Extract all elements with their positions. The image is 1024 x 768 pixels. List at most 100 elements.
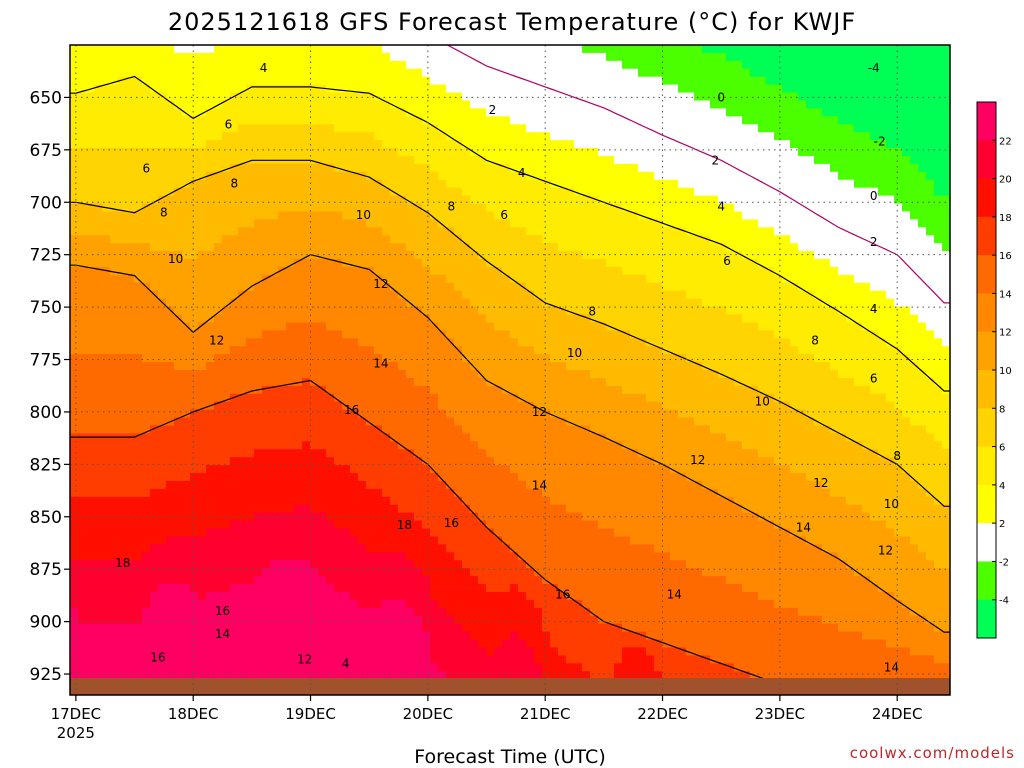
- temperature-cell: [174, 552, 183, 561]
- temperature-cell: [230, 84, 239, 94]
- temperature-cell: [302, 354, 311, 363]
- temperature-cell: [190, 647, 199, 656]
- temperature-cell: [198, 568, 207, 577]
- temperature-cell: [334, 140, 343, 149]
- temperature-cell: [134, 560, 143, 569]
- temperature-cell: [390, 45, 399, 54]
- temperature-cell: [142, 76, 151, 86]
- temperature-cell: [222, 306, 231, 316]
- temperature-cell: [342, 179, 351, 189]
- temperature-cell: [174, 211, 183, 220]
- temperature-cell: [494, 591, 503, 601]
- temperature-cell: [494, 346, 503, 355]
- temperature-cell: [278, 560, 287, 569]
- temperature-cell: [542, 457, 551, 466]
- temperature-cell: [350, 401, 359, 411]
- temperature-cell: [462, 520, 471, 530]
- temperature-cell: [238, 639, 247, 649]
- temperature-cell: [94, 663, 103, 672]
- temperature-cell: [190, 607, 199, 617]
- temperature-cell: [78, 322, 87, 331]
- temperature-cell: [318, 148, 327, 157]
- temperature-cell: [518, 45, 527, 54]
- temperature-cell: [494, 370, 503, 379]
- temperature-cell: [302, 163, 311, 173]
- temperature-cell: [174, 560, 183, 569]
- temperature-cell: [414, 163, 423, 173]
- temperature-cell: [270, 84, 279, 94]
- temperature-cell: [238, 385, 247, 395]
- temperature-cell: [278, 496, 287, 506]
- temperature-cell: [214, 171, 223, 181]
- temperature-cell: [414, 298, 423, 308]
- temperature-cell: [454, 148, 463, 157]
- temperature-cell: [318, 203, 327, 213]
- temperature-cell: [110, 322, 119, 331]
- temperature-cell: [262, 488, 271, 498]
- temperature-cell: [334, 576, 343, 585]
- temperature-cell: [134, 259, 143, 268]
- temperature-cell: [246, 568, 255, 577]
- temperature-cell: [150, 306, 159, 316]
- temperature-cell: [494, 473, 503, 482]
- temperature-cell: [550, 219, 559, 228]
- temperature-cell: [110, 663, 119, 672]
- temperature-cell: [294, 639, 303, 649]
- temperature-cell: [342, 163, 351, 173]
- temperature-cell: [382, 655, 391, 664]
- temperature-cell: [238, 441, 247, 450]
- temperature-cell: [518, 560, 527, 569]
- temperature-cell: [318, 124, 327, 133]
- temperature-cell: [150, 140, 159, 149]
- temperature-cell: [78, 449, 87, 458]
- temperature-cell: [438, 187, 447, 197]
- temperature-cell: [294, 647, 303, 656]
- temperature-cell: [406, 393, 415, 403]
- temperature-cell: [510, 512, 519, 522]
- temperature-cell: [158, 639, 167, 649]
- temperature-cell: [174, 68, 183, 78]
- temperature-cell: [222, 195, 231, 205]
- temperature-cell: [206, 465, 215, 474]
- temperature-cell: [526, 124, 535, 133]
- temperature-cell: [550, 235, 559, 244]
- temperature-cell: [374, 496, 383, 506]
- temperature-cell: [270, 124, 279, 133]
- temperature-cell: [486, 140, 495, 149]
- temperature-cell: [382, 393, 391, 403]
- temperature-cell: [310, 623, 319, 633]
- temperature-cell: [118, 116, 127, 125]
- temperature-cell: [358, 544, 367, 553]
- temperature-cell: [254, 282, 263, 292]
- temperature-cell: [342, 290, 351, 300]
- temperature-cell: [406, 306, 415, 316]
- temperature-cell: [158, 465, 167, 474]
- temperature-cell: [382, 607, 391, 617]
- temperature-cell: [94, 584, 103, 593]
- temperature-cell: [494, 401, 503, 411]
- temperature-cell: [102, 274, 111, 284]
- temperature-cell: [478, 251, 487, 260]
- temperature-cell: [94, 163, 103, 173]
- temperature-cell: [510, 227, 519, 236]
- temperature-cell: [78, 76, 87, 86]
- temperature-cell: [86, 92, 95, 102]
- temperature-cell: [494, 631, 503, 641]
- temperature-cell: [510, 100, 519, 110]
- temperature-cell: [382, 219, 391, 228]
- temperature-cell: [510, 496, 519, 506]
- temperature-cell: [86, 235, 95, 244]
- temperature-cell: [414, 480, 423, 490]
- temperature-cell: [198, 179, 207, 189]
- temperature-cell: [326, 274, 335, 284]
- temperature-cell: [214, 322, 223, 331]
- temperature-cell: [206, 195, 215, 205]
- temperature-cell: [494, 330, 503, 339]
- temperature-cell: [446, 203, 455, 213]
- temperature-cell: [182, 591, 191, 601]
- temperature-cell: [430, 163, 439, 173]
- temperature-cell: [182, 211, 191, 220]
- temperature-cell: [102, 346, 111, 355]
- temperature-cell: [470, 370, 479, 379]
- temperature-cell: [238, 60, 247, 70]
